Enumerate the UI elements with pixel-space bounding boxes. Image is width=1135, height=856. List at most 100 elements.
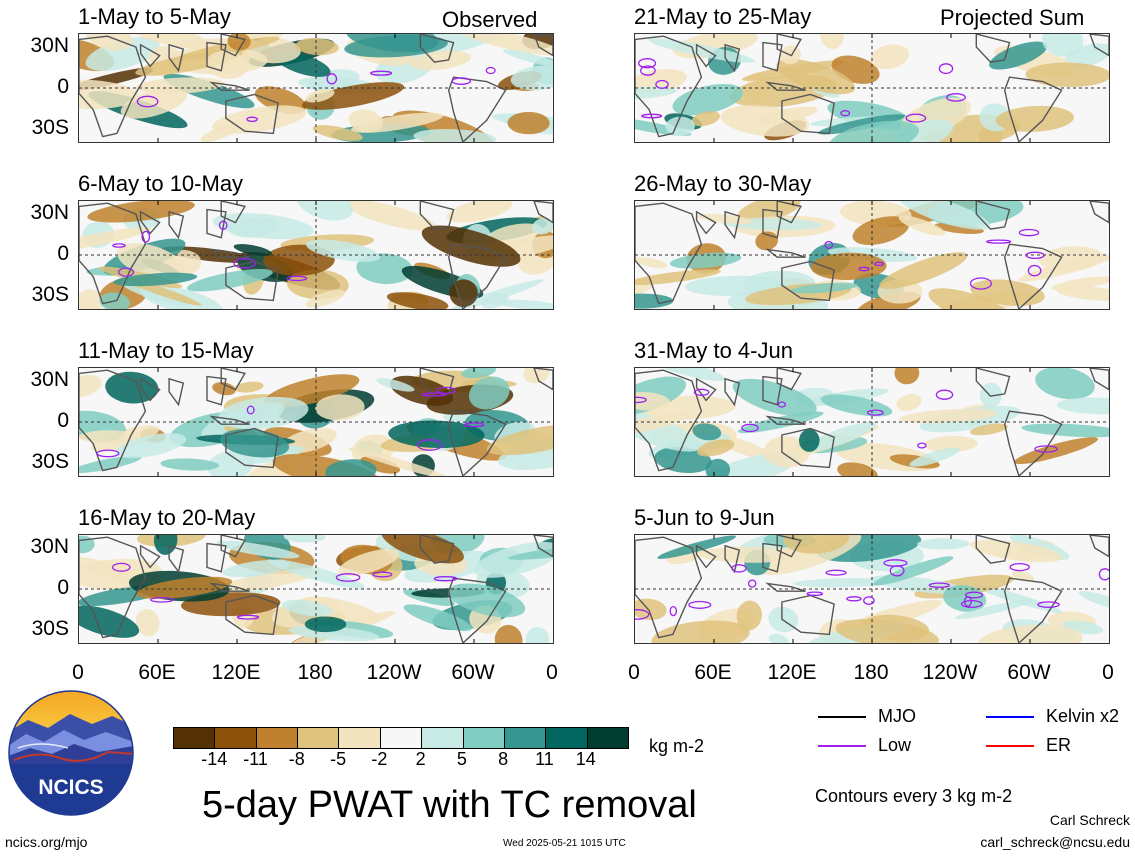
anomaly-blob (301, 596, 380, 622)
anomaly-blob (220, 428, 290, 458)
anomaly-blob (1021, 423, 1109, 438)
anomaly-blob (228, 217, 280, 238)
anomaly-blob (117, 243, 185, 280)
lat-tick-label: 30S (31, 617, 69, 640)
coastline (695, 210, 717, 235)
anomaly-blob (692, 423, 722, 441)
low-contour (1037, 601, 1060, 608)
anomaly-blob (995, 105, 1074, 132)
anomaly-blob (376, 378, 415, 392)
anomaly-blob (135, 576, 233, 599)
anomaly-blob (79, 535, 95, 554)
anomaly-blob (898, 201, 990, 230)
anomaly-blob (99, 292, 130, 309)
low-contour (824, 240, 834, 249)
low-contour (1027, 264, 1042, 277)
anomaly-blob (113, 272, 198, 287)
coastline (79, 369, 147, 472)
anomaly-blob (909, 447, 960, 467)
anomaly-blob (635, 409, 701, 452)
anomaly-blob (410, 50, 471, 71)
anomaly-blob (348, 447, 449, 476)
coastline (1089, 535, 1109, 558)
low-contour (112, 243, 126, 248)
coastline (225, 93, 279, 135)
low-contour (889, 565, 905, 577)
anomaly-blob (635, 86, 677, 100)
coastline (419, 201, 455, 230)
map-panel-2 (78, 200, 554, 310)
map-panel-7 (634, 367, 1110, 477)
low-contour (111, 562, 131, 572)
anomaly-blob (346, 34, 439, 53)
low-contour (436, 386, 456, 395)
coastline (533, 34, 553, 57)
low-contour (688, 600, 712, 609)
coastline (724, 377, 741, 407)
anomaly-blob (127, 34, 209, 49)
coastline (975, 368, 1011, 397)
anomaly-blob (212, 568, 321, 594)
low-contour (905, 113, 927, 123)
legend-label-kelvin: Kelvin x2 (1046, 706, 1120, 726)
colorbar-tick: 8 (498, 749, 509, 769)
lon-tick-label: 60W (451, 661, 495, 684)
pwat-anomaly-map (635, 535, 1109, 643)
footer-author: Carl Schreck (1049, 812, 1130, 828)
coastline (206, 41, 227, 72)
anomaly-blob (79, 79, 140, 110)
anomaly-blob (1038, 246, 1104, 271)
anomaly-blob (896, 394, 922, 412)
contour-legend: MJO Kelvin x2 Low ER (818, 706, 1135, 766)
low-contour (655, 79, 669, 89)
low-contour (640, 65, 656, 76)
lon-tick-label: 120E (211, 661, 261, 684)
footer-url: ncics.org/mjo (5, 834, 88, 850)
anomaly-blob (635, 257, 668, 268)
low-contour (421, 392, 447, 397)
pwat-anomaly-map (635, 34, 1109, 142)
anomaly-blob (776, 59, 856, 95)
low-contour (635, 609, 650, 620)
anomaly-blob (305, 289, 346, 308)
anomaly-blob (732, 378, 817, 417)
coastline (168, 210, 185, 240)
map-panel-4 (78, 534, 554, 644)
lat-tick-label: 0 (57, 576, 69, 599)
anomaly-blob (879, 252, 968, 289)
low-contour (969, 277, 992, 290)
anomaly-blob (502, 49, 553, 67)
coastline (762, 542, 783, 573)
coastline (206, 542, 227, 573)
colorbar (173, 727, 629, 749)
anomaly-blob (792, 577, 896, 588)
coastline (781, 260, 835, 302)
coastline (762, 208, 783, 239)
anomaly-blob (894, 368, 920, 385)
anomaly-blob (135, 609, 160, 637)
low-contour (136, 95, 159, 108)
colorbar-swatch (586, 728, 628, 748)
colorbar-swatch (174, 728, 215, 748)
anomaly-blob (648, 368, 726, 382)
coastline (1003, 410, 1063, 476)
anomaly-blob (969, 539, 1063, 563)
colorbar-swatch (421, 728, 463, 748)
low-contour (669, 605, 678, 617)
anomaly-blob (698, 546, 799, 563)
anomaly-blob (205, 50, 248, 80)
lat-tick-label: 30N (30, 535, 69, 558)
lon-tick-label: 60E (138, 661, 176, 684)
low-contour (935, 389, 954, 400)
coastline (975, 201, 1011, 230)
anomaly-blob (669, 252, 742, 269)
footer-email: carl_schreck@ncsu.edu (980, 834, 1130, 850)
low-contour (1034, 445, 1058, 453)
anomaly-blob (837, 462, 878, 476)
coastline (419, 368, 455, 397)
colorbar-tick: -5 (330, 749, 347, 769)
low-contour (286, 275, 308, 282)
lon-tick-label: 120W (922, 661, 978, 684)
low-contour (218, 220, 228, 231)
colorbar-swatch (297, 728, 339, 748)
